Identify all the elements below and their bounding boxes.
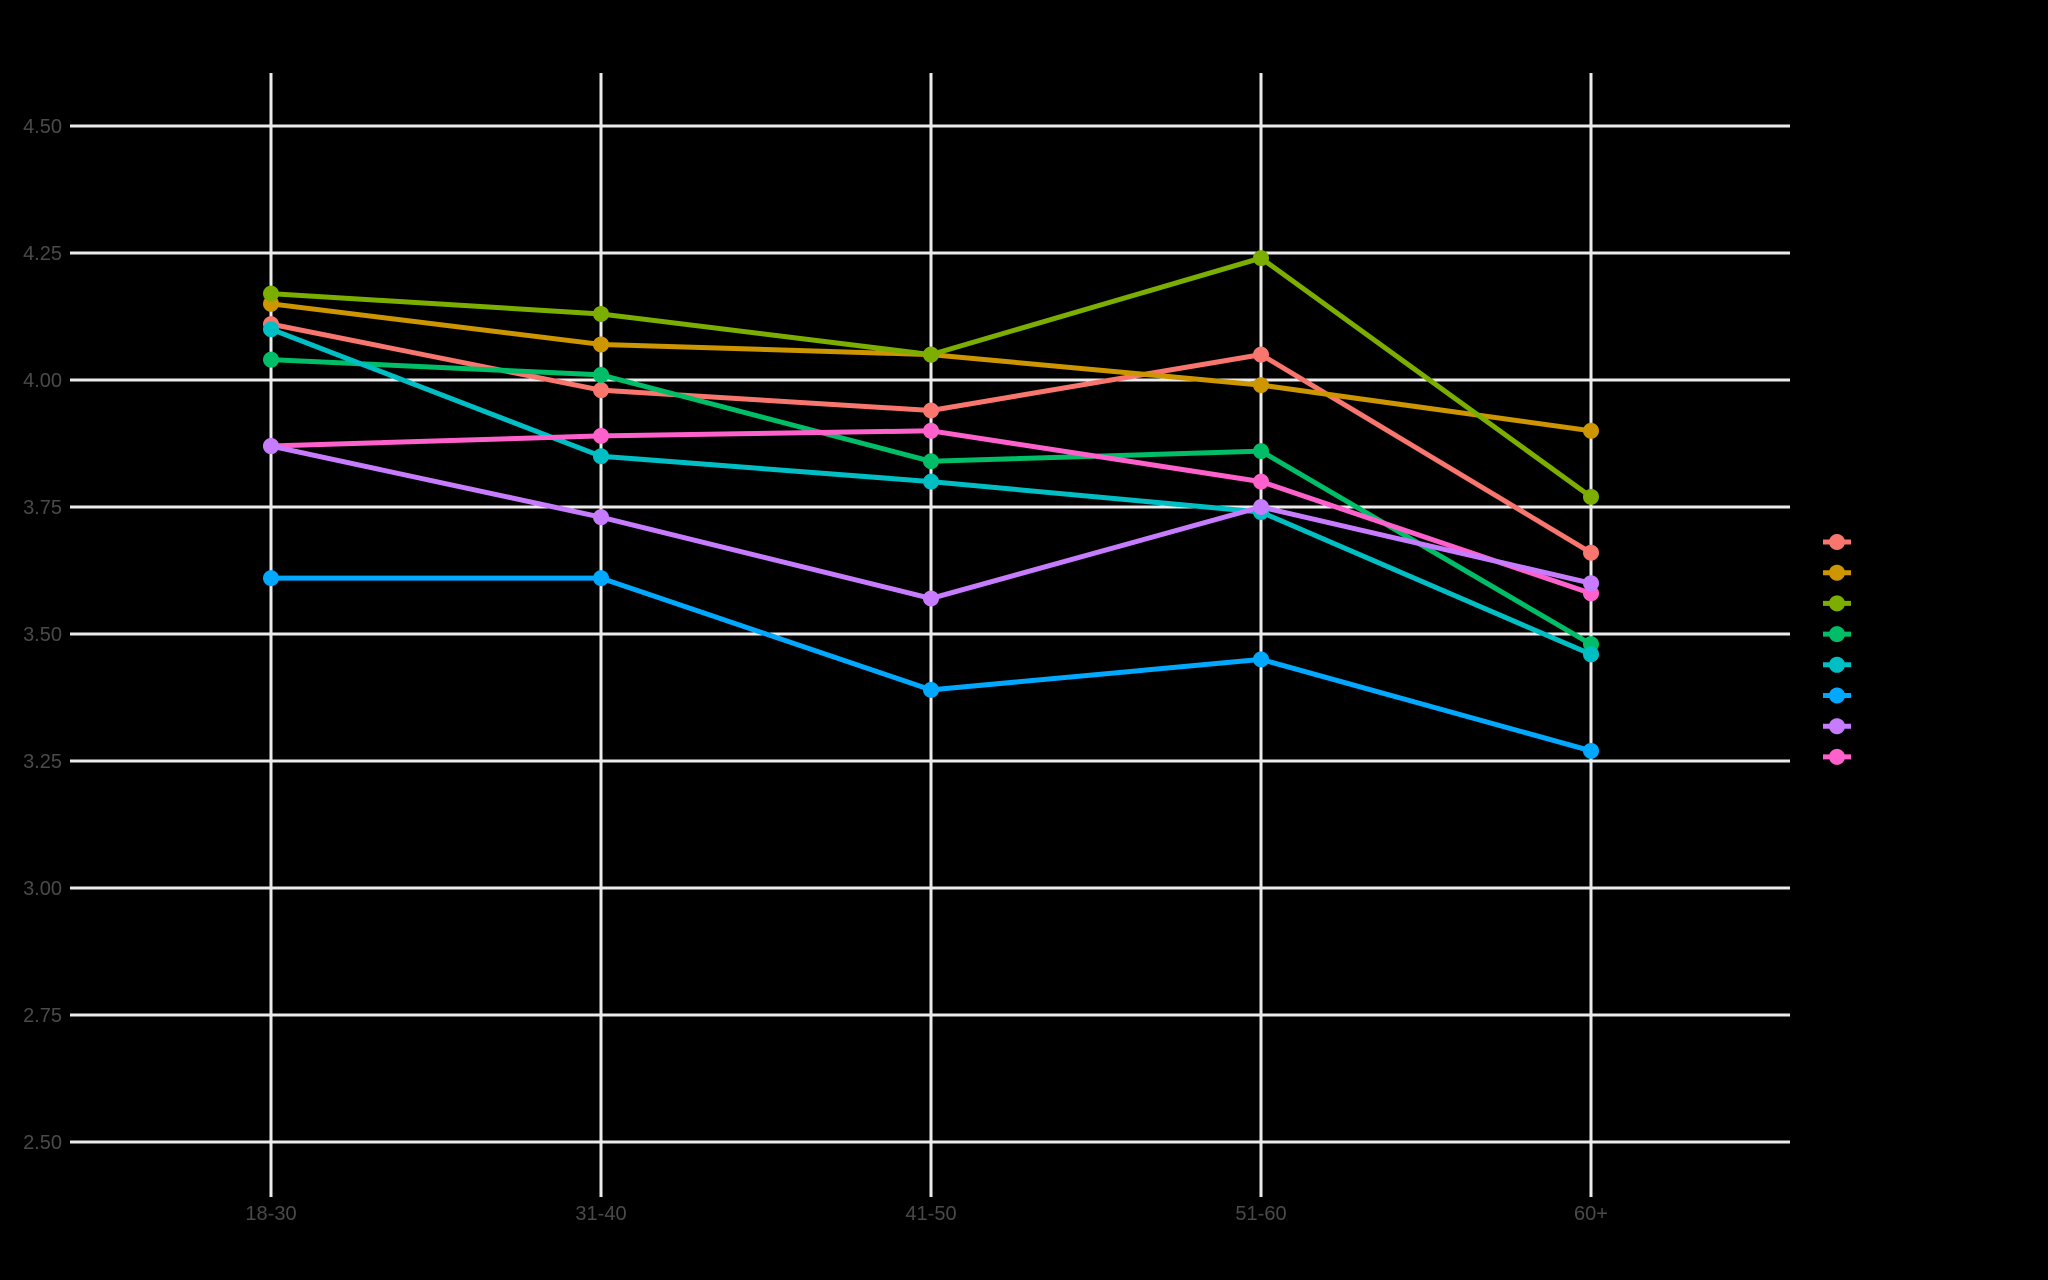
data-point-series-7-purple bbox=[1253, 499, 1269, 515]
data-point-series-1-salmon bbox=[923, 402, 939, 419]
data-point-series-1-salmon bbox=[593, 382, 609, 399]
data-point-series-2-gold bbox=[1253, 377, 1269, 394]
legend-key-point bbox=[1829, 718, 1845, 735]
data-point-series-8-pink bbox=[1253, 473, 1269, 490]
data-point-series-4-green bbox=[1253, 443, 1269, 460]
x-tick-label: 41-50 bbox=[905, 1203, 956, 1225]
legend-key-point bbox=[1829, 656, 1845, 673]
legend-key-series-1-salmon bbox=[1823, 534, 1851, 550]
y-tick-label: 4.00 bbox=[23, 370, 62, 392]
data-point-series-6-blue bbox=[1583, 742, 1599, 759]
x-tick-label: 31-40 bbox=[575, 1203, 626, 1225]
data-point-series-3-olive bbox=[1583, 488, 1599, 505]
panel-grid bbox=[70, 73, 1790, 1197]
data-point-series-3-olive bbox=[263, 285, 279, 302]
legend-key-series-7-purple bbox=[1823, 718, 1851, 735]
x-axis-labels: 18-30 31-40 41-50 51-60 60+ bbox=[245, 1203, 1608, 1225]
legend-key-series-2-gold bbox=[1823, 564, 1851, 581]
data-point-series-6-blue bbox=[593, 570, 609, 587]
legend-key-point bbox=[1829, 534, 1845, 550]
data-point-series-7-purple bbox=[263, 438, 279, 455]
legend-key-series-6-blue bbox=[1823, 687, 1851, 704]
y-tick-label: 3.75 bbox=[23, 497, 62, 519]
data-point-series-5-teal bbox=[593, 448, 609, 465]
y-tick-label: 2.75 bbox=[23, 1005, 62, 1027]
data-point-series-8-pink bbox=[923, 422, 939, 439]
legend-key-point bbox=[1829, 564, 1845, 581]
x-tick-label: 18-30 bbox=[245, 1203, 296, 1225]
data-point-series-5-teal bbox=[1583, 646, 1599, 663]
legend-key-point bbox=[1829, 626, 1845, 643]
y-tick-label: 3.50 bbox=[23, 624, 62, 646]
data-point-series-6-blue bbox=[263, 570, 279, 587]
legend-key-series-3-olive bbox=[1823, 595, 1851, 612]
legend-key-series-4-green bbox=[1823, 626, 1851, 643]
data-point-series-4-green bbox=[263, 351, 279, 368]
legend bbox=[1823, 534, 1851, 765]
data-point-series-3-olive bbox=[1253, 250, 1269, 267]
y-tick-label: 3.00 bbox=[23, 878, 62, 900]
y-tick-label: 3.25 bbox=[23, 751, 62, 773]
data-point-series-5-teal bbox=[923, 473, 939, 490]
data-point-series-5-teal bbox=[263, 321, 279, 338]
legend-key-point bbox=[1829, 748, 1845, 765]
data-point-series-7-purple bbox=[1583, 575, 1599, 592]
legend-key-series-5-teal bbox=[1823, 656, 1851, 673]
data-point-series-6-blue bbox=[1253, 651, 1269, 668]
legend-key-point bbox=[1829, 687, 1845, 704]
data-point-series-1-salmon bbox=[1253, 346, 1269, 363]
series-points bbox=[263, 250, 1599, 759]
data-point-series-8-pink bbox=[593, 427, 609, 444]
x-tick-label: 60+ bbox=[1574, 1203, 1608, 1225]
legend-key-series-8-pink bbox=[1823, 748, 1851, 765]
x-tick-label: 51-60 bbox=[1235, 1203, 1286, 1225]
y-tick-label: 2.50 bbox=[23, 1132, 62, 1154]
data-point-series-1-salmon bbox=[1583, 544, 1599, 561]
data-point-series-7-purple bbox=[923, 590, 939, 607]
legend-key-point bbox=[1829, 595, 1845, 612]
data-point-series-3-olive bbox=[923, 346, 939, 363]
data-point-series-2-gold bbox=[593, 336, 609, 353]
data-point-series-2-gold bbox=[1583, 422, 1599, 439]
data-point-series-4-green bbox=[593, 366, 609, 383]
data-point-series-3-olive bbox=[593, 305, 609, 322]
data-point-series-6-blue bbox=[923, 681, 939, 698]
data-point-series-4-green bbox=[923, 453, 939, 470]
y-tick-label: 4.50 bbox=[23, 116, 62, 138]
data-point-series-7-purple bbox=[593, 509, 609, 526]
y-axis-labels: 4.50 4.25 4.00 3.75 3.50 3.25 3.00 2.75 2.50 bbox=[23, 116, 62, 1154]
y-tick-label: 4.25 bbox=[23, 243, 62, 265]
